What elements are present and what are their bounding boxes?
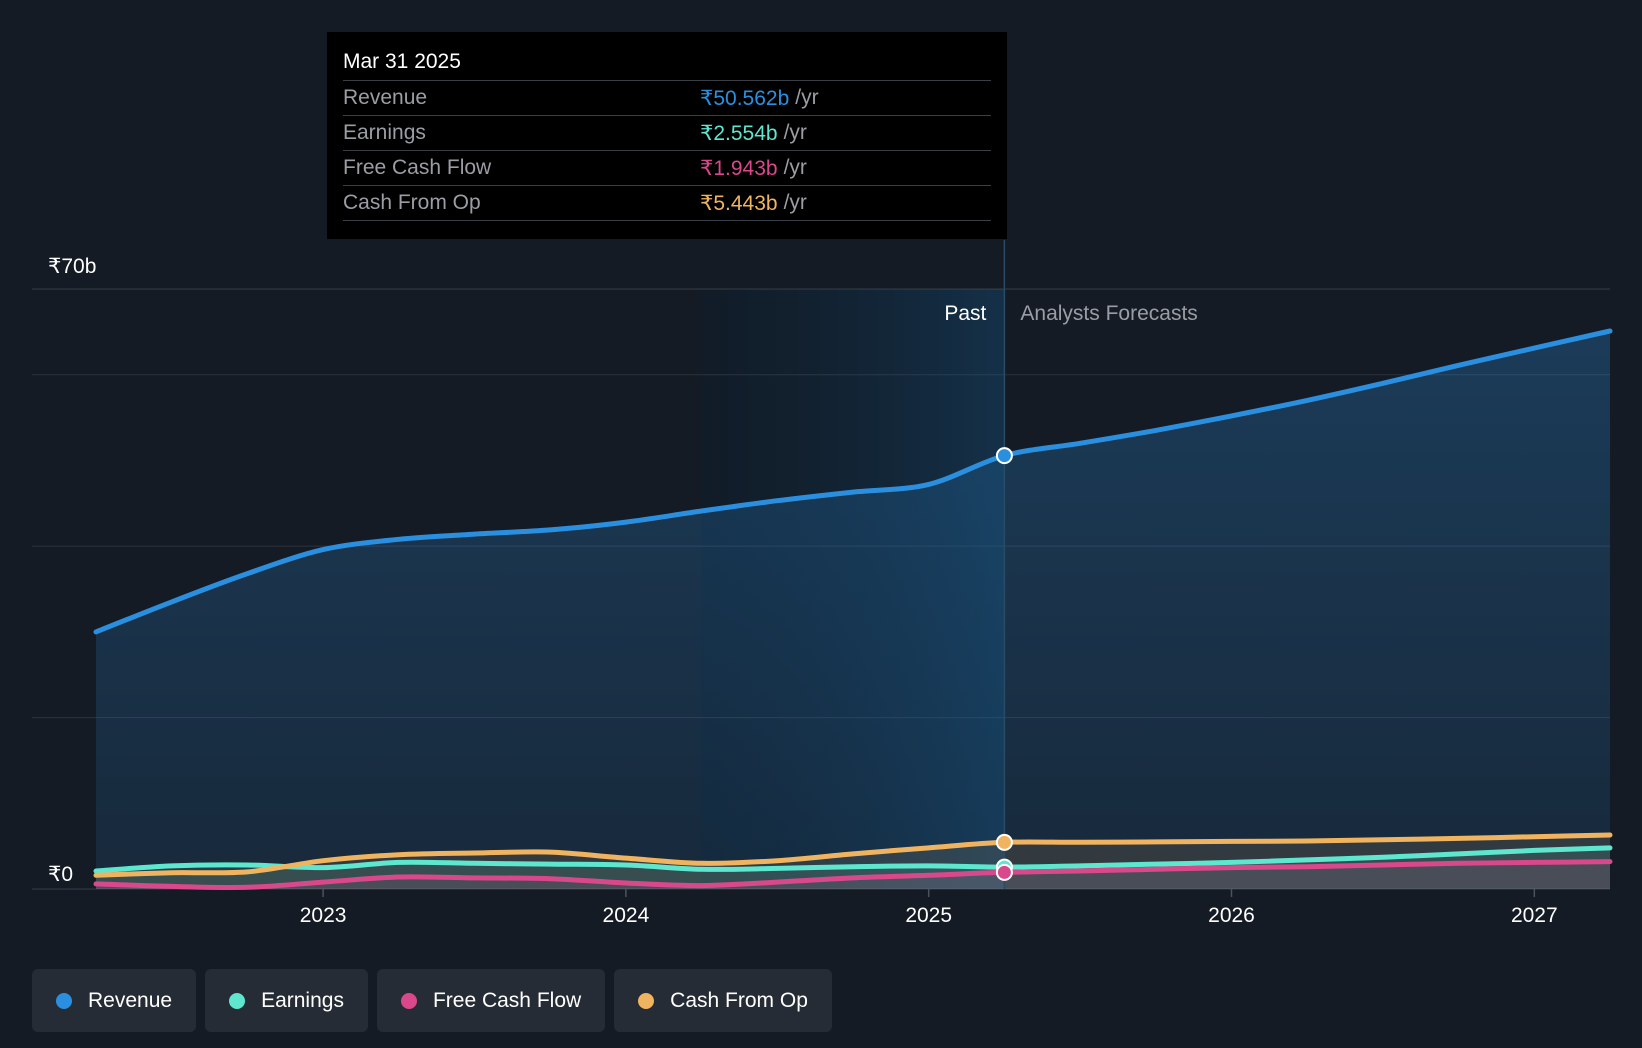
y-tick-label: ₹0 <box>48 863 73 886</box>
earnings-line <box>93 845 1613 874</box>
cfo-marker <box>995 833 1013 851</box>
x-tick-label: 2025 <box>905 904 952 927</box>
tooltip-label: Earnings <box>343 121 426 144</box>
chart-legend: Revenue Earnings Free Cash Flow Cash Fro… <box>32 969 832 1032</box>
tooltip-row-cfo: Cash From Op ₹5.443b /yr <box>343 186 991 221</box>
tooltip-row-fcf: Free Cash Flow ₹1.943b /yr <box>343 151 991 186</box>
cfo-line <box>93 832 1613 878</box>
x-tick-label: 2023 <box>300 904 347 927</box>
tooltip-row-revenue: Revenue ₹50.562b /yr <box>343 81 991 116</box>
past-label: Past <box>944 302 986 325</box>
tooltip-value: ₹2.554b <box>700 121 778 145</box>
tooltip-date: Mar 31 2025 <box>343 46 991 81</box>
revenue-marker <box>995 447 1013 465</box>
legend-item-revenue[interactable]: Revenue <box>32 969 197 1032</box>
tooltip-unit: /yr <box>783 191 807 214</box>
y-tick-label: ₹70b <box>48 255 96 278</box>
tooltip-value: ₹50.562b <box>700 86 790 110</box>
legend-label: Earnings <box>261 988 344 1012</box>
legend-dot-icon <box>229 992 246 1009</box>
revenue-line <box>93 328 1613 635</box>
legend-dot-icon <box>56 992 72 1009</box>
x-tick-label: 2027 <box>1511 904 1558 927</box>
past-highlight <box>701 289 1005 889</box>
tooltip-value: ₹1.943b <box>700 156 778 180</box>
legend-label: Revenue <box>88 988 173 1012</box>
tooltip-label: Revenue <box>343 86 428 109</box>
x-tick-label: 2026 <box>1208 904 1255 927</box>
chart-tooltip: Mar 31 2025 Revenue ₹50.562b /yr Earning… <box>327 32 1007 239</box>
fcf-line <box>93 859 1613 891</box>
tooltip-unit: /yr <box>783 121 807 144</box>
legend-label: Cash From Op <box>670 988 808 1012</box>
legend-dot-icon <box>400 992 417 1009</box>
forecast-label: Analysts Forecasts <box>1020 302 1197 325</box>
x-tick-label: 2024 <box>603 904 650 927</box>
tooltip-unit: /yr <box>783 156 807 179</box>
tooltip-row-earnings: Earnings ₹2.554b /yr <box>343 116 991 151</box>
tooltip-label: Cash From Op <box>343 191 481 214</box>
tooltip-value: ₹5.443b <box>700 191 778 215</box>
fcf-marker <box>995 863 1013 881</box>
legend-item-fcf[interactable]: Free Cash Flow <box>376 969 606 1032</box>
legend-label: Free Cash Flow <box>432 988 582 1012</box>
legend-item-earnings[interactable]: Earnings <box>205 969 368 1032</box>
legend-item-cfo[interactable]: Cash From Op <box>614 969 832 1032</box>
legend-dot-icon <box>638 992 655 1009</box>
tooltip-unit: /yr <box>795 86 819 109</box>
tooltip-label: Free Cash Flow <box>343 156 492 179</box>
